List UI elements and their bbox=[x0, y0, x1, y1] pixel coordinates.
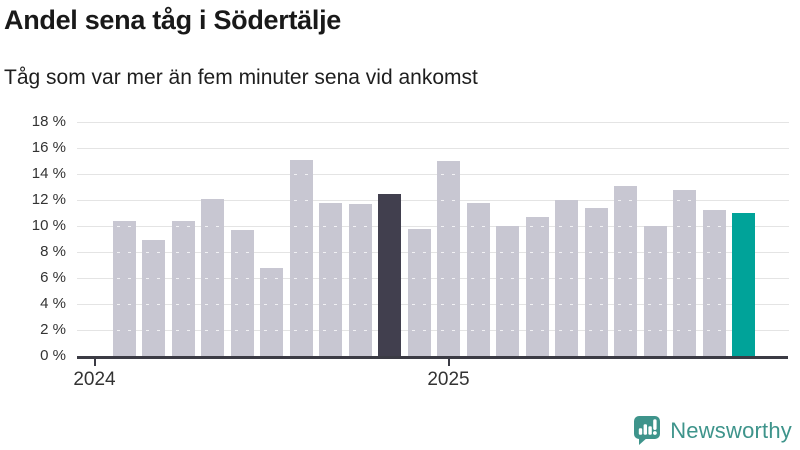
gridline bbox=[77, 122, 789, 123]
newsworthy-wordmark: Newsworthy bbox=[670, 417, 792, 443]
newsworthy-logo-icon bbox=[634, 416, 661, 445]
bar-2024-03 bbox=[142, 240, 165, 356]
x-axis-label: 2024 bbox=[73, 369, 116, 390]
chart-subtitle: Tåg som var mer än fem minuter sena vid … bbox=[4, 66, 478, 89]
bar-2024-10 bbox=[348, 203, 372, 356]
bar-2025-07 bbox=[614, 185, 637, 356]
y-axis-label: 12 % bbox=[31, 191, 66, 208]
gridline bbox=[77, 304, 789, 305]
bar-2024-04 bbox=[171, 220, 195, 356]
bar-2025-04 bbox=[525, 216, 549, 356]
bar-2025-05 bbox=[555, 200, 578, 356]
gridline bbox=[77, 330, 789, 331]
gridline bbox=[77, 148, 789, 149]
gridline bbox=[77, 200, 789, 201]
gridline bbox=[77, 174, 789, 175]
y-axis-label: 18 % bbox=[31, 113, 66, 130]
newsworthy-brand-link[interactable]: Newsworthy bbox=[632, 415, 792, 446]
bar-2025-06 bbox=[584, 207, 608, 356]
bar-2024-06 bbox=[230, 229, 254, 356]
bar-2024-02 bbox=[112, 220, 136, 356]
bar-2025-09 bbox=[673, 189, 696, 356]
x-axis-tick bbox=[93, 359, 96, 366]
x-axis-line bbox=[77, 356, 788, 359]
bar-2024-07 bbox=[260, 267, 283, 356]
y-axis-label: 0 % bbox=[40, 347, 66, 364]
gridline bbox=[77, 252, 789, 253]
bar-2024-05 bbox=[201, 198, 224, 356]
x-axis-label: 2025 bbox=[427, 369, 470, 390]
x-axis-tick bbox=[447, 359, 450, 366]
bar-2025-08 bbox=[643, 226, 667, 356]
bar-2024-08 bbox=[289, 159, 313, 356]
bar-2024-09 bbox=[319, 202, 342, 356]
y-axis-label: 8 % bbox=[40, 243, 66, 260]
y-axis-label: 10 % bbox=[31, 217, 66, 234]
gridline bbox=[77, 226, 789, 227]
bar-2025-10 bbox=[702, 210, 726, 356]
bar-2024-11 bbox=[378, 193, 401, 356]
bar-2025-11 bbox=[732, 213, 755, 356]
gridline bbox=[77, 278, 789, 279]
y-axis-label: 14 % bbox=[31, 165, 66, 182]
bar-2025-01 bbox=[437, 161, 460, 356]
chart-title: Andel sena tåg i Södertälje bbox=[4, 5, 341, 35]
y-axis-label: 6 % bbox=[40, 269, 66, 286]
y-axis-label: 16 % bbox=[31, 139, 66, 156]
bar-2024-12 bbox=[407, 228, 431, 356]
bar-2025-02 bbox=[466, 202, 490, 356]
bar-2025-03 bbox=[496, 226, 519, 356]
y-axis-label: 2 % bbox=[40, 321, 66, 338]
y-axis-label: 4 % bbox=[40, 295, 66, 312]
